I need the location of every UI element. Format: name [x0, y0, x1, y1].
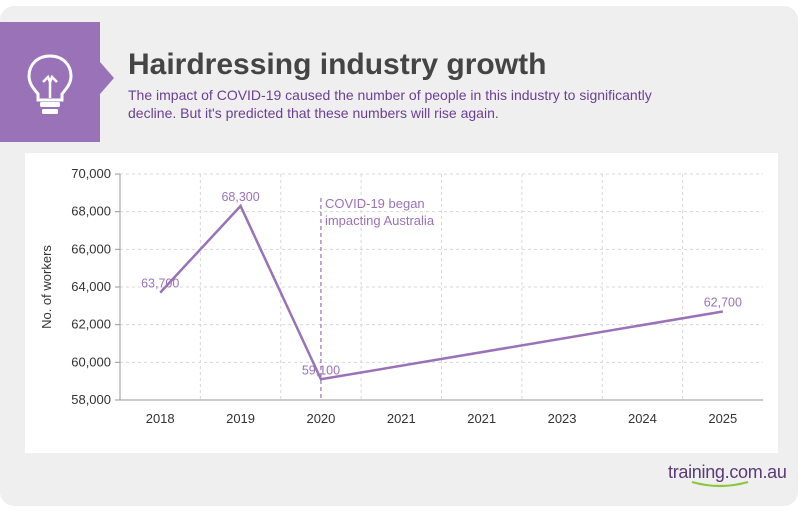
series-line: [159, 203, 724, 381]
brand-logo-text: training.com.au: [668, 462, 787, 482]
badge-arrow: [100, 62, 114, 94]
data-label: 63,700: [141, 277, 179, 291]
y-tick-label: 62,000: [71, 317, 111, 332]
y-tick-label: 60,000: [71, 354, 111, 369]
y-tick-label: 68,000: [71, 204, 111, 219]
x-tick-label: 2025: [708, 411, 737, 426]
covid-annotation-text: impacting Australia: [325, 213, 435, 228]
x-tick-label: 2019: [226, 411, 255, 426]
y-tick-label: 58,000: [71, 392, 111, 407]
y-tick-label: 64,000: [71, 279, 111, 294]
page-title: Hairdressing industry growth: [128, 48, 547, 81]
y-tick-label: 70,000: [71, 166, 111, 181]
chart-panel: 58,000 60,000 62,000 64,000 66,000 68,000 70,0…: [25, 153, 778, 453]
x-tick-label: 2021: [467, 411, 496, 426]
page-subtitle: The impact of COVID-19 caused the number…: [128, 87, 652, 121]
y-axis-label: No. of workers: [39, 245, 54, 329]
data-label: 62,700: [704, 295, 742, 309]
data-label: 59,100: [302, 363, 340, 377]
x-tick-label: 2023: [548, 411, 577, 426]
x-tick-label: 2020: [306, 411, 335, 426]
x-tick-label: 2021: [387, 411, 416, 426]
brand-swoosh-icon: [691, 480, 749, 488]
x-tick-label: 2024: [628, 411, 657, 426]
x-tick-label: 2018: [146, 411, 175, 426]
y-tick-label: 66,000: [71, 241, 111, 256]
icon-badge: [0, 22, 100, 142]
data-label: 68,300: [221, 190, 259, 204]
covid-annotation-text: COVID-19 began: [325, 196, 425, 211]
lightbulb-icon: [27, 54, 73, 114]
line-chart: 58,000 60,000 62,000 64,000 66,000 68,000 70,0…: [39, 166, 763, 426]
